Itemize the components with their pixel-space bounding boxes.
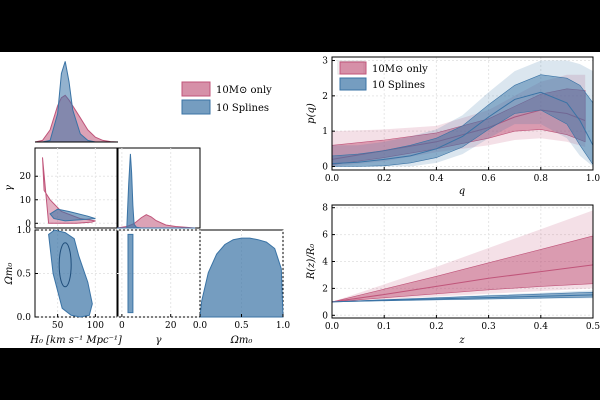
pq-x-tick: 0.6 <box>481 174 496 184</box>
rz-x-tick: 0.5 <box>586 322 600 332</box>
pq-frame <box>331 56 594 171</box>
omega-h0-y-tick: 0.0 <box>17 313 32 323</box>
legend-label-series1: 10M⊙ only <box>216 85 272 96</box>
rz-y-tick: 4 <box>322 258 328 268</box>
h0-axis-label: H₀ [km s⁻¹ Mpc⁻¹] <box>29 335 122 346</box>
pq-y-axis-label: p(q) <box>306 103 317 124</box>
omega-h0-x-tick: 100 <box>87 321 104 331</box>
omega-x-axis-label: Ωm₀ <box>230 335 253 346</box>
q-axis-label: q <box>459 186 465 197</box>
omega-h0-x-tick: 50 <box>52 321 64 331</box>
rz-y-tick: 6 <box>322 231 328 241</box>
omega-h0-grid <box>35 229 118 318</box>
pq-series2-median <box>331 91 594 165</box>
hist-omega-x-tick: 0.0 <box>193 321 208 331</box>
omega-h0-y-tick: 1.0 <box>17 226 32 236</box>
legend-swatch-series1 <box>181 81 211 97</box>
legend-label-series1-right: 10M⊙ only <box>372 64 428 75</box>
legend-swatch-series1-right <box>339 61 367 75</box>
omega-gamma-x-tick: 0 <box>119 321 125 331</box>
gamma-x-axis-label: γ <box>156 335 162 346</box>
gamma-h0-series2-contour <box>49 208 96 222</box>
pq-y-tick: 1 <box>322 127 328 137</box>
pq-x-tick: 0.4 <box>429 174 444 184</box>
gamma-axis-label: γ <box>4 185 15 191</box>
pq-x-tick: 0.0 <box>325 174 340 184</box>
pq-legend: 10M⊙ only 10 Splines <box>337 60 428 91</box>
rz-y-tick: 0 <box>322 311 328 321</box>
rz-y-tick: 2 <box>322 284 328 294</box>
rz-x-tick: 0.1 <box>377 322 391 332</box>
gamma-h0-y-tick: 10 <box>20 196 32 206</box>
omega-gamma-x-tick: 20 <box>165 321 177 331</box>
pq-y-tick: 2 <box>322 92 328 102</box>
rz-x-tick: 0.0 <box>325 322 340 332</box>
rz-x-tick: 0.4 <box>534 322 549 332</box>
gamma-h0-series1-contour <box>42 157 96 224</box>
omega-h0-y-tick: 0.5 <box>17 270 32 280</box>
hist-gamma-series2-area <box>117 153 196 229</box>
gamma-h0-y-tick: 0 <box>25 219 31 229</box>
rz-x-tick: 0.2 <box>429 322 443 332</box>
legend-label-series2-right: 10 Splines <box>372 80 425 91</box>
rz-y-axis-label: R(z)/R₀ <box>306 244 317 281</box>
pq-x-tick: 0.2 <box>377 174 391 184</box>
z-axis-label: z <box>458 335 465 346</box>
hist-gamma-grid <box>121 148 172 228</box>
pq-y-tick: 3 <box>322 57 328 67</box>
pq-x-tick: 0.8 <box>534 174 549 184</box>
gamma-h0-y-tick: 20 <box>20 172 32 182</box>
pq-x-tick: 1.0 <box>586 174 600 184</box>
rz-x-tick: 0.3 <box>481 322 496 332</box>
hist-omega-x-tick: 0.5 <box>234 321 249 331</box>
omega-h0-inner-contour <box>58 242 72 288</box>
legend-swatch-series2 <box>181 99 211 115</box>
rz-series2-median <box>331 294 594 303</box>
corner-legend: 10M⊙ only 10 Splines <box>181 81 272 115</box>
omega-axis-label: Ωm₀ <box>4 263 15 286</box>
legend-label-series2: 10 Splines <box>216 103 269 114</box>
rz-series1-median <box>331 264 594 303</box>
gamma-h0-frame <box>34 147 119 229</box>
rz-y-tick: 8 <box>322 204 328 214</box>
legend-swatch-series2-right <box>339 77 367 91</box>
hist-omega-x-tick: 1.0 <box>276 321 291 331</box>
pq-y-tick: 0 <box>322 162 328 172</box>
omega-gamma-series2-contour <box>127 233 134 314</box>
